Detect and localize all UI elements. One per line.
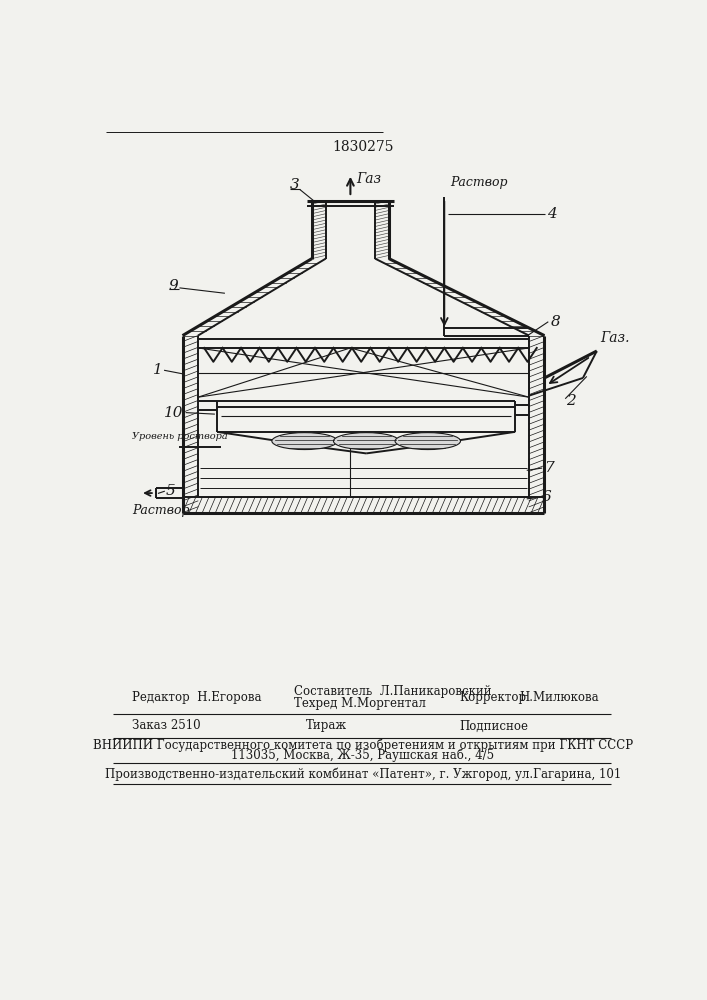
Text: Техред М.Моргентал: Техред М.Моргентал — [294, 697, 426, 710]
Text: 7: 7 — [544, 461, 554, 475]
Text: 113035, Москва, Ж-35, Раушская наб., 4/5: 113035, Москва, Ж-35, Раушская наб., 4/5 — [231, 749, 494, 762]
Ellipse shape — [272, 433, 337, 450]
Text: 9: 9 — [168, 279, 178, 293]
Text: 6: 6 — [542, 490, 551, 504]
Text: 2: 2 — [566, 394, 576, 408]
Text: Н.Милюкова: Н.Милюкова — [520, 691, 600, 704]
Text: Уровень роствора: Уровень роствора — [132, 432, 228, 441]
Text: 1830275: 1830275 — [332, 140, 394, 154]
Text: Редактор  Н.Егорова: Редактор Н.Егорова — [132, 691, 262, 704]
Text: 1: 1 — [153, 363, 163, 377]
Text: 5: 5 — [166, 484, 176, 498]
Text: Подписное: Подписное — [460, 719, 529, 732]
Text: ВНИИПИ Государственного комитета по изобретениям и открытиям при ГКНТ СССР: ВНИИПИ Государственного комитета по изоб… — [93, 738, 633, 752]
Text: 10: 10 — [163, 406, 183, 420]
Ellipse shape — [395, 433, 460, 450]
Text: Тираж: Тираж — [305, 719, 347, 732]
Text: 3: 3 — [289, 178, 299, 192]
Ellipse shape — [334, 433, 399, 450]
Text: 4: 4 — [547, 207, 557, 221]
Text: Производственно-издательский комбинат «Патент», г. Ужгород, ул.Гагарина, 101: Производственно-издательский комбинат «П… — [105, 767, 621, 781]
Text: Составитель  Л.Паникаровский: Составитель Л.Паникаровский — [294, 685, 492, 698]
Text: Корректор: Корректор — [460, 691, 527, 704]
Text: 8: 8 — [550, 315, 560, 329]
Text: Раствор: Раствор — [132, 504, 190, 517]
Text: Раствор: Раствор — [450, 176, 508, 189]
Text: Заказ 2510: Заказ 2510 — [132, 719, 201, 732]
Text: Газ: Газ — [356, 172, 382, 186]
Text: Газ.: Газ. — [600, 331, 629, 345]
